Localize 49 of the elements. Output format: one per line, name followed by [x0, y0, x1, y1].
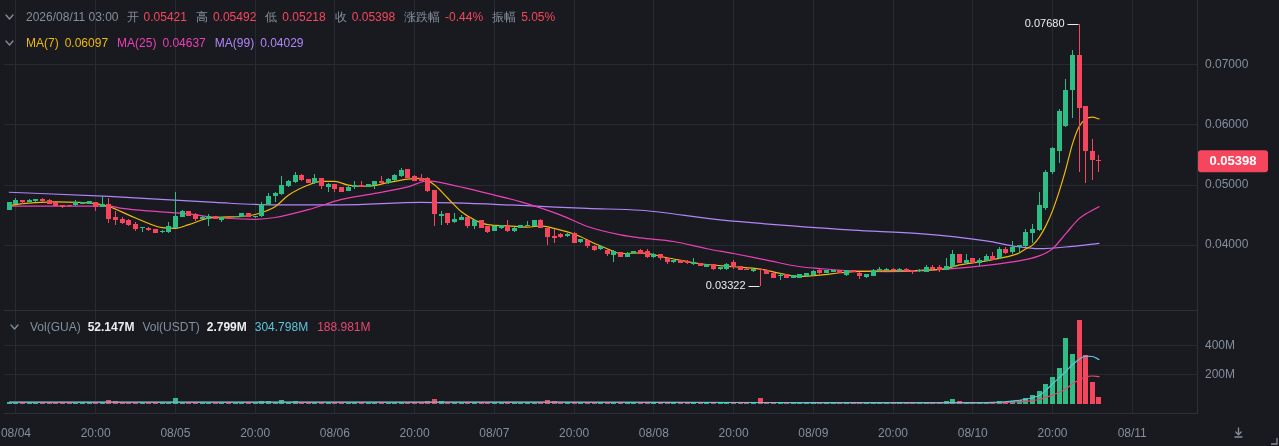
text: MA(7) [26, 36, 59, 50]
annotation: 2026/08/11 03:00 [26, 10, 119, 24]
y-tick-label: 0.07000 [1205, 57, 1249, 72]
annotation: 0.05421 [143, 10, 187, 24]
annotation: 52.147M [87, 320, 135, 334]
annotation: 低 [265, 10, 278, 24]
y-tick-label: 0.06000 [1205, 117, 1249, 132]
x-tick-label: 08/08 [638, 425, 670, 440]
annotation: 304.798M [254, 320, 309, 334]
annotation: 0.07680 [1024, 17, 1065, 30]
x-tick-label: 08/06 [319, 425, 351, 440]
x-tick-label: 20:00 [80, 425, 112, 440]
annotation: 0.03322 [705, 278, 746, 291]
annotation: 0.06097 [64, 36, 109, 50]
annotation: Vol(USDT) [142, 320, 200, 334]
annotation: 涨跌幅 [404, 10, 441, 24]
text: MA(99) [214, 36, 255, 50]
x-tick-label: 20:00 [399, 425, 430, 440]
x-tick-label: 08/04 [0, 425, 32, 440]
text: 0.05398 [1209, 153, 1257, 169]
text: MA(25) [117, 36, 157, 50]
annotation: 0.04029 [260, 36, 304, 50]
y-tick-label: 400M [1205, 337, 1236, 352]
x-tick-label: 08/09 [798, 425, 829, 440]
y-tick-label: 200M [1205, 367, 1236, 382]
annotation: 2.799M [206, 320, 247, 334]
annotation: 5.05% [521, 10, 556, 24]
x-tick-label: 20:00 [878, 425, 909, 440]
x-tick-label: 20:00 [1037, 425, 1068, 440]
annotation: 0.05218 [282, 10, 326, 24]
annotation: 开 [126, 10, 139, 24]
x-tick-label: 20:00 [240, 425, 271, 440]
x-tick-label: 08/11 [1117, 425, 1148, 440]
x-tick-label: 20:00 [559, 425, 590, 440]
x-tick-label: 08/10 [957, 425, 989, 440]
annotation: Vol(GUA) [30, 320, 81, 334]
annotation: 0.05492 [212, 10, 257, 24]
annotation: 0.04637 [162, 36, 206, 50]
x-tick-label: 20:00 [718, 425, 749, 440]
annotation: 振幅 [492, 10, 517, 24]
annotation: -0.44% [445, 10, 484, 24]
annotation: 高 [195, 10, 208, 24]
y-tick-label: 0.05000 [1205, 177, 1249, 192]
y-tick-label: 0.04000 [1205, 237, 1249, 252]
x-tick-label: 08/07 [479, 425, 510, 440]
annotation: 收 [334, 10, 347, 24]
annotation: 0.05398 [351, 10, 396, 24]
annotation: 188.981M [317, 320, 371, 334]
x-tick-label: 08/05 [160, 425, 191, 440]
